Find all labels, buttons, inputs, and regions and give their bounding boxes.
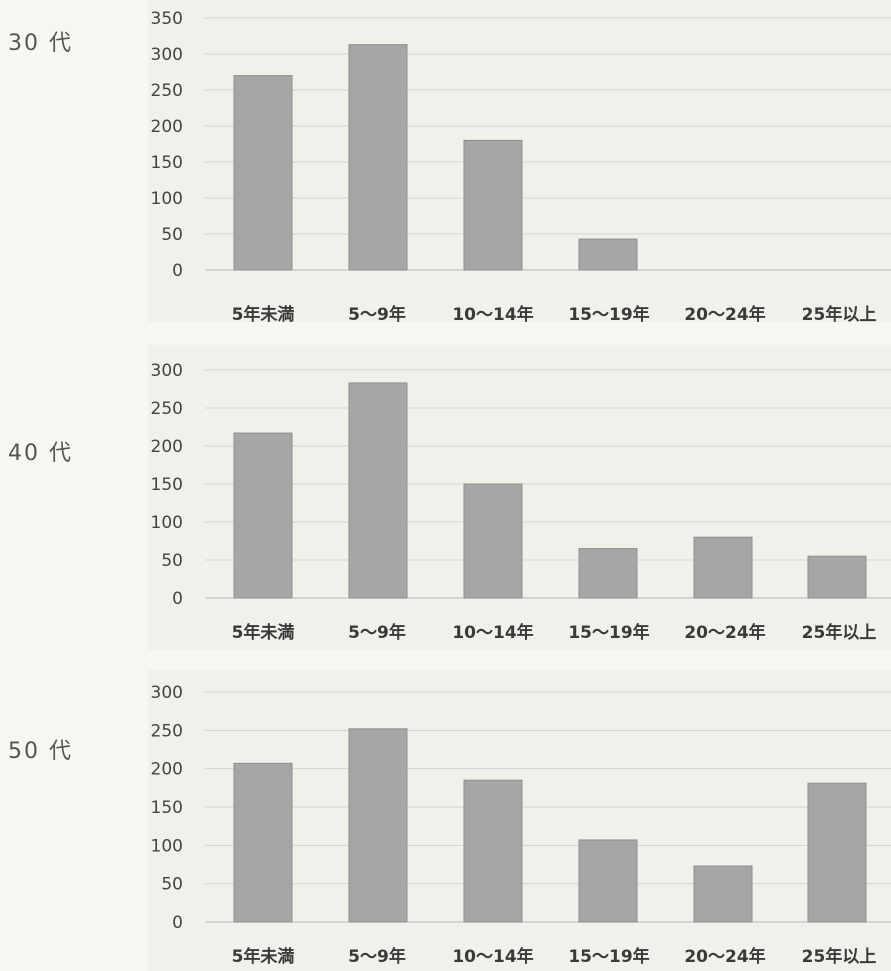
x-category-label: 5年未満 — [232, 946, 295, 967]
x-category-label: 15〜19年 — [568, 622, 649, 643]
bar-5 — [807, 782, 867, 923]
bar-2 — [463, 139, 523, 271]
y-tick-label: 250 — [151, 721, 183, 741]
bar-1 — [348, 44, 408, 271]
bar-1 — [348, 382, 408, 599]
y-tick-label: 250 — [151, 81, 183, 101]
x-category-label: 5年未満 — [232, 304, 295, 325]
x-category-label: 10〜14年 — [452, 304, 533, 325]
bar-2 — [463, 779, 523, 923]
x-category-label: 15〜19年 — [568, 946, 649, 967]
x-category-label: 25年以上 — [802, 946, 877, 967]
chart-panel-2: 50 代 0 50 100 150 200 250 300 5年未満 5〜9年 10〜14年 15〜1… — [8, 670, 891, 971]
bar-5 — [807, 555, 867, 599]
bar-0 — [233, 75, 293, 271]
y-tick-label: 200 — [151, 117, 183, 137]
y-tick-label: 0 — [172, 261, 183, 281]
x-category-label: 5〜9年 — [348, 946, 406, 967]
y-tick-label: 50 — [161, 551, 183, 571]
x-category-label: 25年以上 — [802, 304, 877, 325]
bar-3 — [578, 238, 638, 271]
bar-2 — [463, 483, 523, 599]
y-tick-label: 100 — [151, 836, 183, 856]
chart-title: 30 代 — [8, 31, 73, 56]
y-tick-label: 0 — [172, 913, 183, 933]
y-tick-label: 300 — [151, 361, 183, 381]
y-tick-label: 150 — [151, 475, 183, 495]
x-category-label: 20〜24年 — [684, 622, 765, 643]
x-category-label: 20〜24年 — [684, 304, 765, 325]
chart-title: 40 代 — [8, 441, 73, 466]
y-tick-label: 250 — [151, 399, 183, 419]
bar-4 — [693, 536, 753, 599]
y-tick-label: 350 — [151, 9, 183, 29]
x-category-label: 5年未満 — [232, 622, 295, 643]
bar-4 — [693, 865, 753, 923]
x-category-label: 25年以上 — [802, 622, 877, 643]
bar-3 — [578, 548, 638, 599]
y-tick-label: 150 — [151, 153, 183, 173]
chart-title: 50 代 — [8, 739, 73, 764]
bar-0 — [233, 432, 293, 599]
y-tick-label: 50 — [161, 875, 183, 895]
x-category-label: 10〜14年 — [452, 622, 533, 643]
chart-panel-0: 30 代 0 50 100 150 200 250 300 350 5年未満 5〜9年 10〜14年 1… — [8, 0, 891, 325]
y-tick-label: 200 — [151, 760, 183, 780]
bar-3 — [578, 839, 638, 923]
y-tick-label: 300 — [151, 683, 183, 703]
y-tick-label: 0 — [172, 589, 183, 609]
x-category-label: 15〜19年 — [568, 304, 649, 325]
y-tick-label: 100 — [151, 189, 183, 209]
y-tick-label: 100 — [151, 513, 183, 533]
y-tick-label: 150 — [151, 798, 183, 818]
y-tick-label: 200 — [151, 437, 183, 457]
y-tick-label: 50 — [161, 225, 183, 245]
x-category-label: 5〜9年 — [348, 304, 406, 325]
x-category-label: 5〜9年 — [348, 622, 406, 643]
y-tick-label: 300 — [151, 45, 183, 65]
x-category-label: 10〜14年 — [452, 946, 533, 967]
bar-0 — [233, 762, 293, 923]
x-category-label: 20〜24年 — [684, 946, 765, 967]
bar-1 — [348, 728, 408, 923]
chart-panel-1: 40 代 0 50 100 150 200 250 300 5年未満 5〜9年 10〜14年 15〜1… — [8, 345, 891, 650]
